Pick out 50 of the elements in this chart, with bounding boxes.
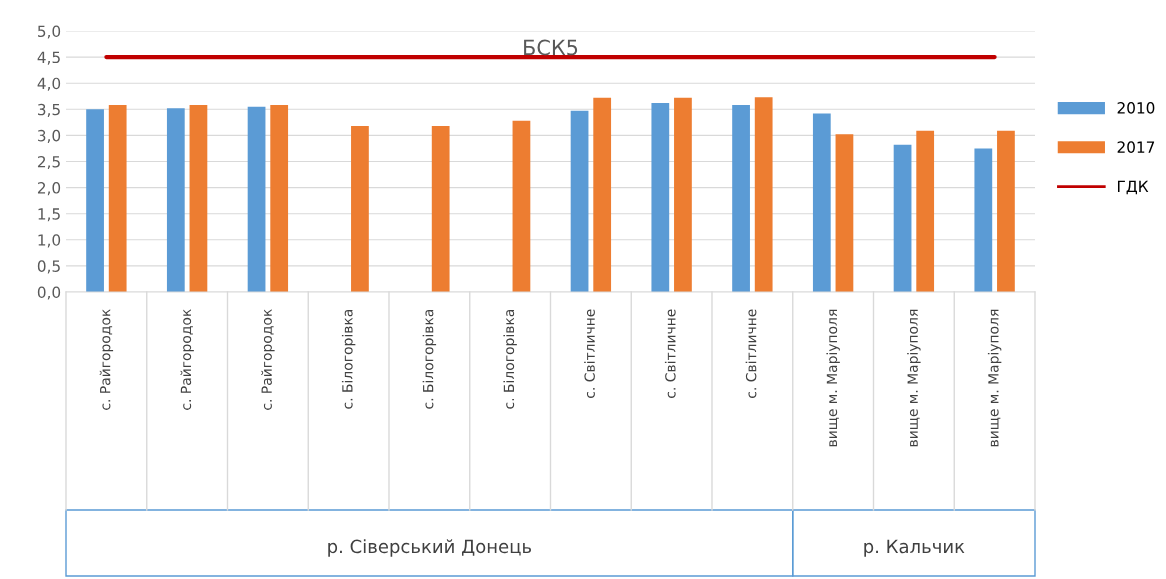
bar <box>812 113 831 292</box>
x-tick-label: с. Райгородок <box>99 309 114 410</box>
x-tick-label: с. Світличне <box>745 309 757 398</box>
x-tick-label: с. Райгородок <box>261 309 275 410</box>
bar <box>974 148 993 292</box>
x-tick-label: с. Білогорівка <box>341 309 356 409</box>
bar <box>754 97 773 292</box>
bar <box>570 110 589 292</box>
x-tick-label: вище м. Маріуполя <box>826 309 840 447</box>
chart-title: БСК5 <box>524 39 578 56</box>
x-tick-label: с. Райгородок <box>180 309 194 410</box>
x-tick-label: вище м. Маріуполя <box>987 309 1002 447</box>
y-tick-label: 4,5 <box>37 51 60 65</box>
bar <box>593 97 612 292</box>
y-tick-label: 4,0 <box>37 77 61 91</box>
y-tick-label: 1,5 <box>38 208 60 222</box>
bar <box>835 134 854 292</box>
bar <box>893 144 912 292</box>
bar <box>674 97 692 292</box>
y-tick-label: 1,0 <box>38 234 61 248</box>
bar <box>512 120 531 292</box>
x-tick-label: с. Білогорівка <box>422 309 437 409</box>
bar <box>166 108 185 292</box>
bar <box>431 126 450 292</box>
bar <box>108 105 127 292</box>
x-tick-label: с. Білогорівка <box>503 309 517 409</box>
y-tick-label: 0,0 <box>37 286 61 300</box>
bar <box>189 105 208 292</box>
bar <box>916 130 935 292</box>
text: р. Сіверський Донець <box>328 539 532 557</box>
bar <box>247 106 266 292</box>
bar <box>732 105 750 292</box>
bar <box>86 109 104 292</box>
y-tick-label: 3,0 <box>38 129 61 143</box>
bar <box>997 130 1015 292</box>
bar <box>351 126 369 292</box>
y-tick-label: 2,5 <box>37 155 60 170</box>
bar <box>651 103 670 292</box>
legend-label: 2017 <box>1117 141 1155 153</box>
text: р. Кальчик <box>864 539 965 557</box>
legend-label: 2010 <box>1117 102 1155 114</box>
y-tick-label: 2,0 <box>37 182 61 196</box>
x-tick-label: вище м. Маріуполя <box>907 309 921 447</box>
y-tick-label: 0,5 <box>37 260 60 274</box>
y-tick-label: 3,5 <box>38 103 60 117</box>
x-tick-label: с. Світличне <box>584 309 595 398</box>
bar <box>270 105 289 292</box>
legend-label: ГДК <box>1117 180 1149 195</box>
x-tick-label: с. Світличне <box>664 309 676 398</box>
y-tick-label: 5,0 <box>38 25 61 39</box>
